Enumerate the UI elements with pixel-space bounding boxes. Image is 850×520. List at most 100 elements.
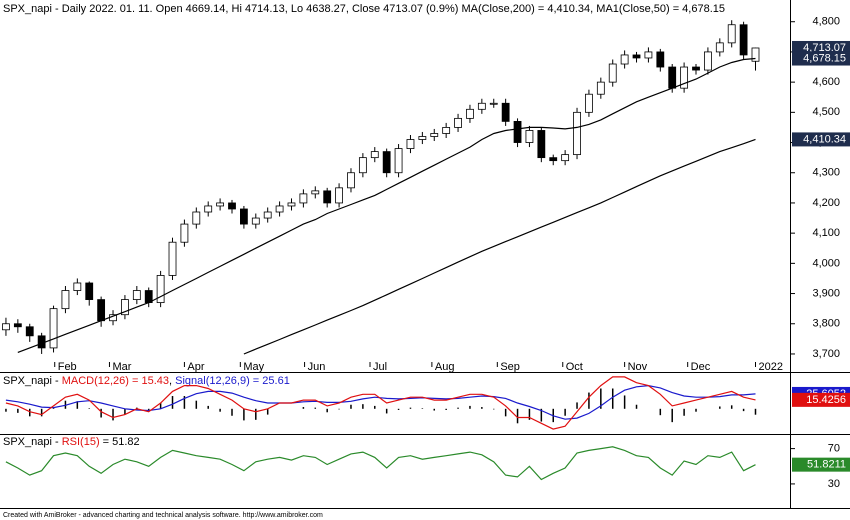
candle-body — [180, 223, 189, 243]
footer: Created with AmiBroker - advanced charti… — [3, 512, 323, 519]
value-label: 4,410.34 — [803, 133, 846, 145]
indicator-line — [5, 446, 756, 481]
candle-body — [668, 66, 677, 89]
pane-title-text: SPX_napi - Daily 2022. 01. 11. Open 4669… — [3, 3, 461, 15]
candle-body — [466, 108, 474, 119]
candle-body — [132, 290, 141, 300]
pane-annotation: = 51.82 — [100, 436, 140, 448]
pane-annotation: MA(Close,200) = 4,410.34, — [461, 3, 596, 15]
value-label-box — [792, 132, 850, 147]
candle-body — [192, 211, 201, 225]
x-tick-label: Jun — [308, 361, 326, 373]
candle-body — [418, 136, 427, 140]
candle-body — [644, 51, 653, 59]
candle-body — [513, 120, 522, 143]
x-tick-label: Sep — [500, 361, 520, 373]
value-label: 4,678.15 — [803, 52, 846, 64]
candle-body — [656, 51, 665, 68]
candle-body — [727, 24, 736, 44]
candle-body — [537, 130, 546, 159]
pane-annotation: RSI(15) — [62, 436, 100, 448]
candle-body — [85, 282, 94, 300]
candle-body — [596, 81, 605, 95]
y-tick-label: 3,900 — [812, 287, 840, 299]
candle-body — [61, 290, 70, 310]
candle-body — [240, 208, 248, 225]
y-tick-label: 4,600 — [812, 76, 840, 88]
y-tick-label: 4,300 — [812, 167, 840, 179]
x-tick-label: Aug — [435, 361, 455, 373]
candle-body — [525, 130, 534, 143]
y-tick-label: 4,100 — [812, 227, 840, 239]
candle-body — [715, 42, 724, 53]
candle-body — [751, 47, 760, 62]
pane-annotation: Signal(12,26,9) = 25.61 — [175, 375, 290, 387]
candle-body — [216, 202, 225, 207]
candle-body — [299, 193, 308, 204]
y-tick-label: 4,200 — [812, 197, 840, 209]
candle-body — [168, 241, 177, 276]
y-tick-label: 4,000 — [812, 257, 840, 269]
candle-body — [287, 202, 296, 207]
candle-body — [204, 205, 213, 213]
candle-body — [73, 282, 82, 291]
candle-body — [632, 54, 641, 59]
candle-body — [49, 308, 58, 349]
y-tick-label: 30 — [828, 478, 840, 490]
candle-body — [347, 172, 355, 189]
candle-body — [561, 154, 570, 162]
x-tick-label: 2022 — [758, 361, 782, 373]
candle-body — [704, 51, 712, 71]
pane-title: SPX_napi - RSI(15) = 51.82 — [3, 436, 140, 448]
candle-body — [121, 299, 129, 316]
value-label: 4,713.07 — [803, 42, 846, 54]
pane-annotation: MA1(Close,50) = 4,678.15 — [596, 3, 725, 15]
value-label: 51.8211 — [807, 459, 846, 471]
candle-body — [323, 190, 332, 204]
candle-body — [739, 24, 748, 56]
indicator-line — [243, 138, 756, 355]
y-tick-label: 3,700 — [812, 348, 840, 360]
candle-body — [692, 66, 700, 71]
x-tick-label: Jul — [373, 361, 387, 373]
candle-body — [335, 187, 343, 204]
candle-body — [406, 139, 415, 149]
x-tick-label: Feb — [58, 361, 77, 373]
candle-body — [13, 323, 22, 328]
candle-body — [549, 157, 558, 162]
pane-title-text: SPX_napi - — [3, 436, 62, 448]
x-tick-label: Nov — [628, 361, 648, 373]
candle-body — [477, 102, 486, 110]
y-tick-label: 4,800 — [812, 16, 840, 28]
value-label-box — [792, 457, 850, 472]
pane-title-text: SPX_napi - — [3, 375, 62, 387]
candle-body — [394, 148, 403, 174]
candle-body — [275, 205, 284, 213]
value-label-box — [792, 40, 850, 55]
candle-body — [25, 326, 34, 337]
candle-body — [454, 117, 462, 128]
y-tick-label: 3,800 — [812, 318, 840, 330]
candle-body — [97, 299, 106, 322]
candle-body — [370, 151, 379, 159]
value-label-box — [792, 392, 850, 407]
value-label: 15.4256 — [806, 394, 846, 406]
y-tick-label: 70 — [828, 443, 840, 455]
candle-body — [620, 54, 629, 65]
x-tick-label: Dec — [691, 361, 711, 373]
pane-annotation: MACD(12,26) = 15.43 — [62, 375, 169, 387]
candle-body — [608, 63, 617, 83]
candle-body — [251, 217, 260, 225]
candle-body — [311, 190, 320, 195]
candle-body — [2, 323, 10, 331]
x-tick-label: May — [243, 361, 264, 373]
y-tick-label: 4,500 — [812, 106, 840, 118]
candle-body — [156, 275, 165, 304]
candle-body — [358, 157, 367, 174]
value-label-box — [792, 51, 850, 66]
candle-body — [228, 202, 236, 210]
pane-title: SPX_napi - Daily 2022. 01. 11. Open 4669… — [3, 3, 725, 15]
indicator-line — [5, 384, 756, 420]
